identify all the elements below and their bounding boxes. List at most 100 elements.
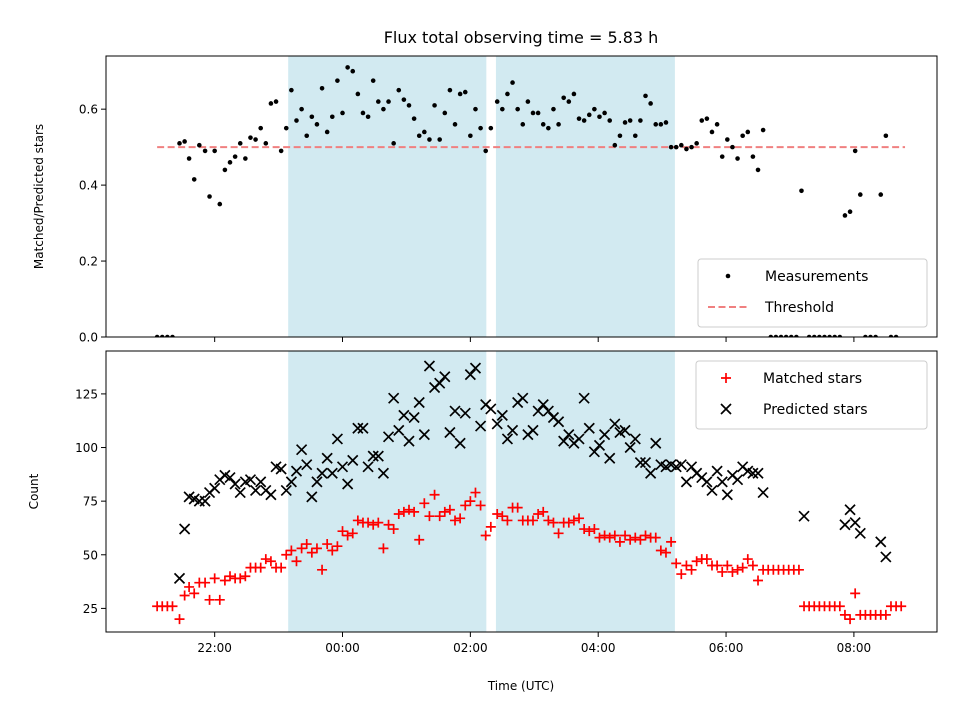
legend-label: Measurements: [765, 269, 868, 285]
matched-point: [850, 588, 861, 599]
measurement-point: [154, 334, 160, 337]
predicted-point: [747, 467, 759, 479]
predicted-point: [403, 435, 415, 447]
matched-point: [219, 575, 230, 586]
measurement-point: [335, 78, 340, 83]
measurement-point: [704, 116, 710, 121]
measurement-point: [622, 120, 628, 125]
predicted-point: [558, 435, 570, 447]
predicted-point: [711, 465, 723, 477]
y-axis-label: Count: [27, 473, 41, 509]
measurement-point: [370, 78, 376, 83]
legend-box: [697, 258, 928, 328]
measurement-point: [515, 106, 520, 112]
predicted-point: [757, 486, 769, 499]
matched-point: [398, 506, 409, 517]
y-tick-label: 100: [75, 441, 98, 455]
measurement-point: [745, 129, 751, 135]
matched-point: [388, 524, 399, 535]
y-tick-label: 25: [83, 602, 98, 616]
measurement-point: [627, 118, 633, 123]
measurement-point: [473, 106, 478, 112]
matched-point: [655, 545, 666, 556]
predicted-point: [342, 478, 354, 490]
matched-point: [383, 519, 394, 530]
observing-window-span: [495, 56, 675, 337]
measurement-point: [668, 144, 674, 150]
measurement-point: [842, 213, 848, 218]
measurement-point: [391, 141, 396, 146]
measurement-point: [799, 188, 804, 194]
predicted-point: [173, 572, 186, 584]
measurement-point: [401, 97, 407, 102]
predicted-point: [285, 476, 297, 488]
predicted-point: [347, 454, 359, 466]
predicted-point: [367, 450, 379, 462]
matched-point: [753, 575, 764, 586]
predicted-point: [316, 467, 328, 479]
measurement-point: [283, 125, 289, 131]
measurement-point: [827, 334, 832, 337]
predicted-point: [398, 409, 410, 421]
matched-point: [533, 509, 544, 520]
measurement-point: [730, 144, 735, 150]
measurement-point: [202, 148, 208, 154]
measurement-point: [535, 110, 541, 116]
matched-point: [240, 571, 251, 582]
measurement-point: [299, 106, 304, 112]
measurement-point: [253, 137, 258, 142]
measurement-point: [612, 142, 618, 148]
matched-point: [599, 530, 610, 541]
matched-point: [189, 588, 200, 599]
matched-point: [686, 564, 697, 575]
matched-point: [260, 554, 271, 565]
matched-point: [604, 532, 615, 543]
measurement-point: [170, 334, 175, 337]
matched-point: [502, 515, 513, 526]
matched-point: [255, 562, 266, 573]
predicted-point: [680, 476, 693, 488]
matched-point: [424, 511, 435, 522]
y-tick-label: 0.2: [79, 255, 98, 269]
legend-label: Matched stars: [763, 371, 862, 387]
measurement-point: [868, 334, 873, 337]
matched-point: [337, 526, 348, 537]
measurement-point: [442, 110, 448, 116]
measurement-point: [822, 334, 827, 337]
predicted-point: [685, 461, 698, 473]
matched-point: [409, 506, 420, 517]
matched-point: [311, 543, 322, 554]
predicted-point: [491, 418, 503, 430]
matched-point: [834, 601, 845, 612]
matched-point: [666, 536, 677, 547]
measurement-point: [294, 118, 299, 123]
measurement-point: [483, 148, 489, 154]
predicted-point: [229, 478, 241, 490]
bottom-panel: 22:00 00:00 02:00 04:00 06:00 08:00 25 50 75 100 1…: [27, 350, 938, 655]
matched-point: [614, 536, 625, 547]
matched-point: [281, 549, 292, 560]
measurement-point: [788, 334, 794, 337]
y-axis-label: Matched/Predicted stars: [32, 124, 46, 269]
measurement-point: [837, 334, 843, 337]
measurement-point: [530, 110, 536, 116]
measurement-point: [457, 91, 463, 97]
matched-point: [475, 500, 486, 511]
matched-point: [512, 502, 523, 513]
matched-point: [839, 609, 850, 620]
predicted-point: [506, 424, 519, 436]
matched-point: [306, 547, 317, 558]
predicted-point: [588, 446, 600, 458]
predicted-point: [752, 467, 764, 479]
matched-point: [717, 566, 728, 577]
predicted-point: [244, 474, 257, 486]
matched-point: [589, 524, 600, 535]
x-tick-label: 22:00: [197, 641, 232, 655]
figure-title: Flux total observing time = 5.83 h: [384, 28, 659, 47]
matched-point: [737, 562, 748, 573]
predicted-point: [716, 476, 728, 488]
predicted-point: [290, 465, 303, 477]
measurement-point: [248, 135, 253, 140]
matched-point: [732, 564, 743, 575]
